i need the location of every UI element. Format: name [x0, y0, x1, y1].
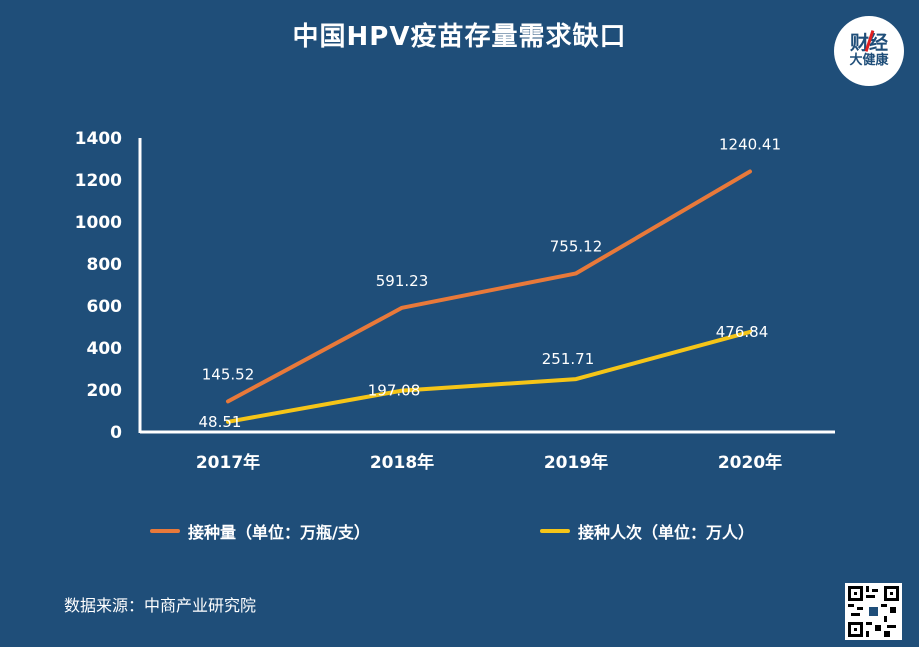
legend-label-yellow: 接种人次（单位：万人）	[578, 523, 755, 542]
data-source-note: 数据来源：中商产业研究院	[64, 596, 257, 615]
qr-code-pattern	[848, 586, 899, 637]
logo-line-2: 大健康	[849, 53, 889, 69]
y-tick-label: 0	[110, 423, 122, 443]
data-label-yellow: 197.08	[368, 382, 421, 400]
y-tick-label: 400	[87, 339, 123, 359]
data-label-orange: 755.12	[550, 237, 603, 255]
legend-item-orange: 接种量（单位：万瓶/支）	[150, 519, 370, 543]
y-tick-label: 600	[87, 297, 123, 317]
y-tick-label: 1200	[75, 171, 122, 191]
qr-code	[845, 583, 902, 640]
series-line-yellow	[226, 329, 752, 424]
data-label-yellow: 476.84	[716, 323, 769, 341]
legend-item-yellow: 接种人次（单位：万人）	[540, 519, 754, 543]
legend-swatch-yellow	[540, 529, 570, 533]
legend-label-orange: 接种量（单位：万瓶/支）	[188, 523, 370, 542]
x-tick-label: 2017年	[196, 452, 260, 473]
y-tick-label: 200	[87, 381, 123, 401]
brand-logo: 财经 大健康	[834, 16, 904, 86]
y-tick-label: 1000	[75, 213, 122, 233]
x-tick-label: 2019年	[544, 452, 608, 473]
data-label-yellow: 48.51	[199, 413, 242, 431]
data-label-orange: 591.23	[376, 272, 429, 290]
data-label-orange: 145.52	[202, 365, 255, 383]
data-label-orange: 1240.41	[719, 136, 781, 154]
x-tick-label: 2018年	[370, 452, 434, 473]
y-tick-label: 1400	[75, 129, 122, 149]
chart-title: 中国HPV疫苗存量需求缺口	[292, 22, 627, 52]
series-line-orange	[226, 169, 752, 404]
y-tick-label: 800	[87, 255, 123, 275]
x-tick-label: 2020年	[718, 452, 782, 473]
data-label-yellow: 251.71	[542, 350, 595, 368]
legend-swatch-orange	[150, 529, 180, 533]
